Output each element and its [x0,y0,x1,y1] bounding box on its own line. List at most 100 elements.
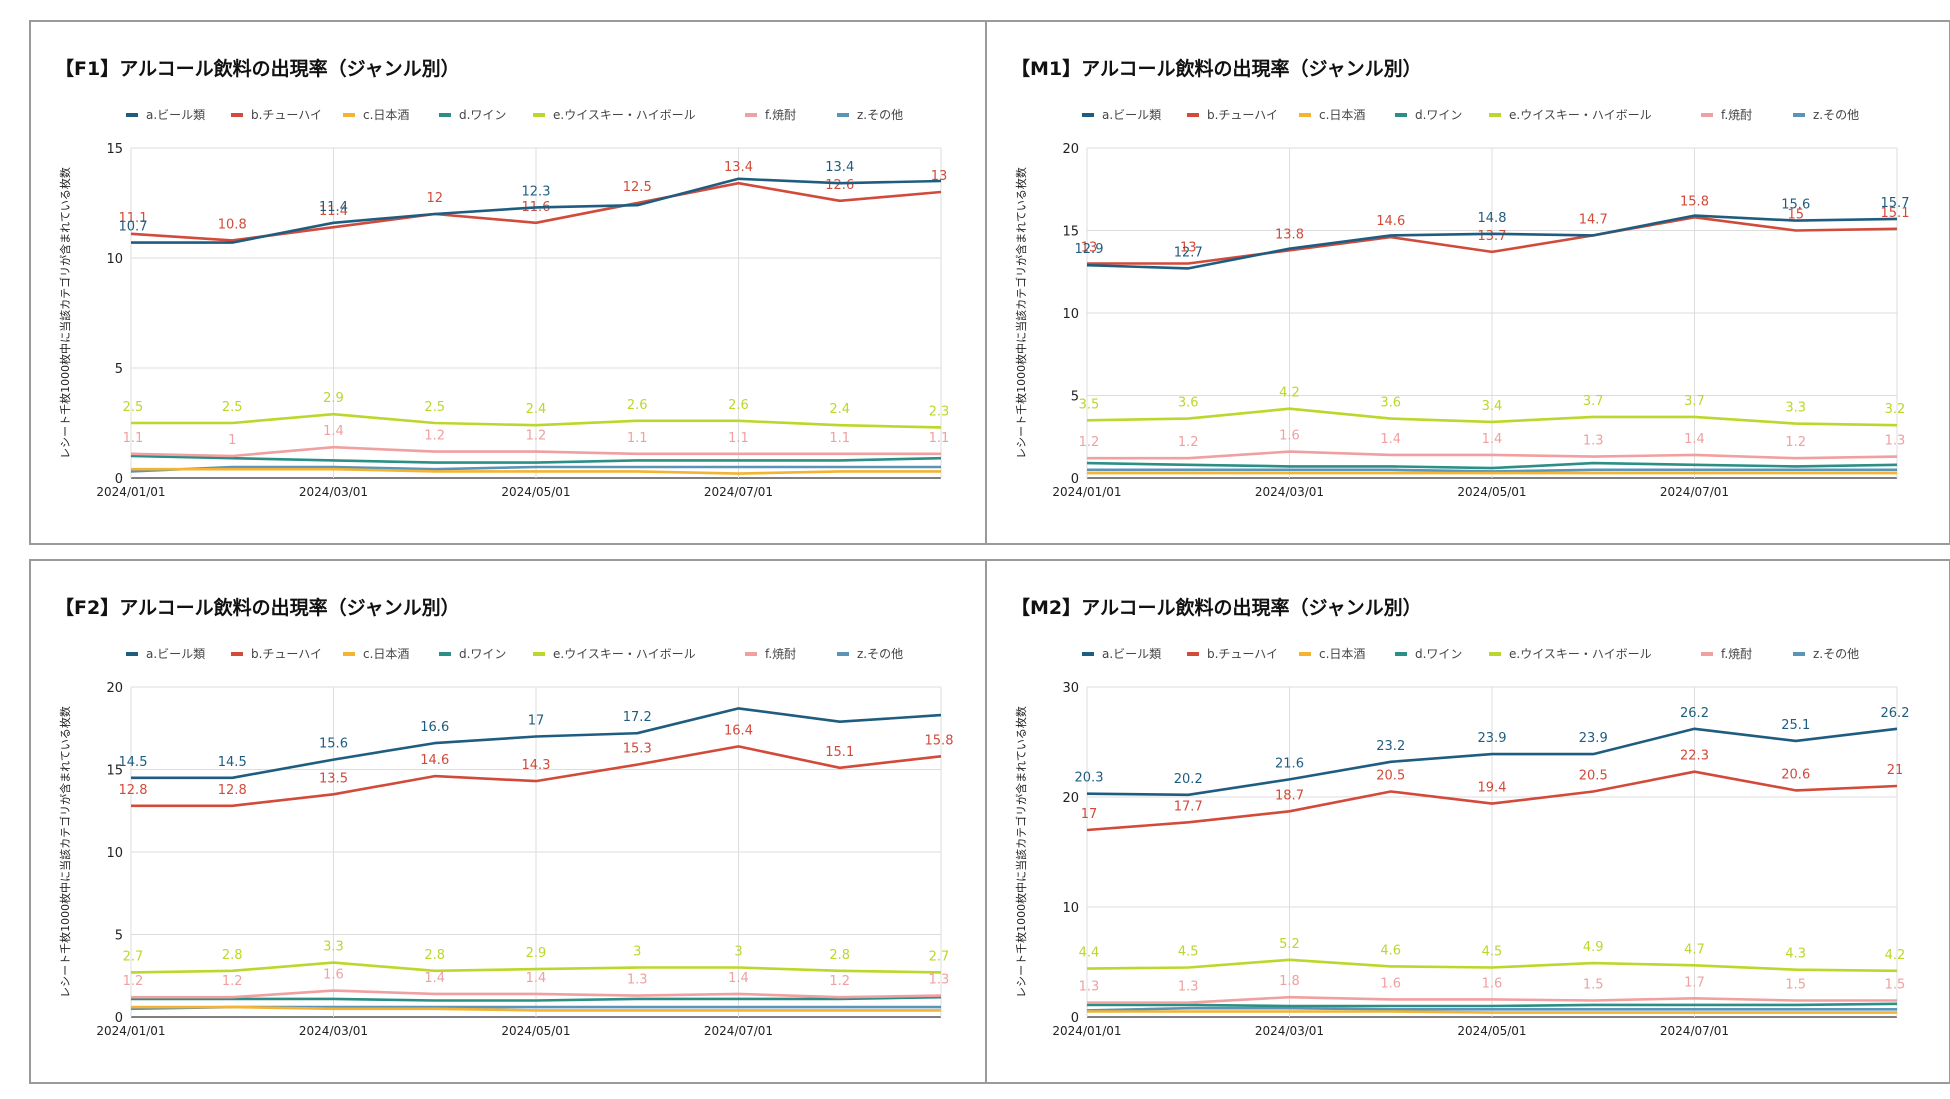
legend-label-shochu: f.焼酎 [765,107,796,122]
legend-label-wine: d.ワイン [459,108,506,122]
data-label-shochu: 1.6 [1482,976,1503,991]
data-label-chuhai: 21 [1887,763,1904,778]
data-label-beer: 14.8 [1478,211,1507,226]
x-tick-label: 2024/07/01 [704,1024,773,1038]
y-tick-label: 10 [1062,307,1079,322]
data-label-shochu: 1.2 [1785,435,1806,450]
y-tick-label: 10 [106,846,123,861]
data-label-shochu: 1.6 [1380,976,1401,991]
data-label-beer: 23.9 [1478,731,1507,746]
legend-item-chuhai: b.チューハイ [231,108,322,122]
data-label-beer: 11.4 [319,200,348,215]
data-label-chuhai: 15.8 [1680,194,1709,209]
data-label-shochu: 1.5 [1885,978,1906,993]
series-line-other [1087,468,1897,473]
legend-label-beer: a.ビール類 [1102,108,1161,122]
y-axis-label: レシート千枚1000枚中に当該カテゴリが含まれている枚数 [58,706,72,998]
data-label-whisky: 4.3 [1785,947,1806,962]
data-label-chuhai: 19.4 [1478,781,1507,796]
legend-label-wine: d.ワイン [1415,647,1462,661]
x-tick-label: 2024/03/01 [1255,485,1324,499]
legend-label-chuhai: b.チューハイ [1207,108,1278,122]
legend-label-sake: c.日本酒 [1319,647,1365,661]
series-line-beer [131,177,942,244]
y-tick-label: 0 [1071,472,1079,487]
legend-item-chuhai: b.チューハイ [231,647,322,661]
legend-item-whisky: e.ウイスキー・ハイボール [533,647,696,661]
y-axis-label: レシート千枚1000枚中に当該カテゴリが含まれている枚数 [1014,167,1028,459]
data-label-chuhai: 13.4 [724,160,753,175]
y-tick-label: 0 [1071,1011,1079,1026]
series-line-wine [130,454,942,464]
data-label-beer: 17 [528,714,545,729]
series-line-shochu [130,445,941,458]
data-label-chuhai: 11.4 [319,204,348,219]
data-label-beer: 20.3 [1075,771,1104,786]
data-label-whisky: 3.3 [323,940,344,955]
data-label-chuhai: 14.3 [522,758,551,773]
data-label-whisky: 4.6 [1380,943,1401,958]
data-label-beer: 14.5 [119,755,148,770]
legend-item-shochu: f.焼酎 [1701,107,1752,122]
data-label-beer: 15.6 [319,737,348,752]
data-label-whisky: 3.5 [1079,397,1100,412]
data-label-whisky: 3.6 [1178,396,1199,411]
legend-item-beer: a.ビール類 [126,647,205,661]
legend-item-wine: d.ワイン [1395,108,1462,122]
legend-item-whisky: e.ウイスキー・ハイボール [533,108,696,122]
legend-label-other: z.その他 [857,647,903,661]
legend-item-chuhai: b.チューハイ [1187,108,1278,122]
data-label-chuhai: 12.8 [218,783,247,798]
data-label-whisky: 3 [734,945,742,960]
legend-item-wine: d.ワイン [439,647,506,661]
legend-label-shochu: f.焼酎 [765,646,796,661]
data-label-whisky: 3.6 [1380,396,1401,411]
chart-panel-m2: 【M2】アルコール飲料の出現率（ジャンル別） a.ビール類 b.チューハイ c.日本酒… [985,559,1950,1084]
series-line-beer [1086,214,1898,270]
data-label-shochu: 1.3 [1079,980,1100,995]
series-line-other [1086,1006,1897,1012]
data-label-chuhai: 13.5 [319,771,348,786]
chart-svg-f1: 【F1】アルコール飲料の出現率（ジャンル別） a.ビール類 b.チューハイ c.日本酒… [55,57,949,499]
data-label-whisky: 2.5 [222,400,243,415]
chart-panel-f1: 【F1】アルコール飲料の出現率（ジャンル別） a.ビール類 b.チューハイ c.日本酒… [29,20,995,545]
legend-label-shochu: f.焼酎 [1721,107,1752,122]
data-label-whisky: 4.4 [1079,946,1100,961]
legend-label-wine: d.ワイン [1415,108,1462,122]
series-line-sake [131,1005,941,1012]
y-axis-label: レシート千枚1000枚中に当該カテゴリが含まれている枚数 [58,167,72,459]
data-label-chuhai: 15.8 [925,733,954,748]
data-label-whisky: 5.2 [1279,937,1300,952]
chart-svg-m2: 【M2】アルコール飲料の出現率（ジャンル別） a.ビール類 b.チューハイ c.日本酒… [1011,596,1909,1038]
data-label-chuhai: 13.7 [1478,229,1507,244]
data-label-whisky: 4.5 [1482,945,1503,960]
legend-item-sake: c.日本酒 [343,108,409,122]
x-tick-label: 2024/03/01 [1255,1024,1324,1038]
x-tick-label: 2024/01/01 [1052,485,1121,499]
data-label-shochu: 1.2 [829,974,850,989]
data-label-whisky: 2.4 [526,402,547,417]
x-tick-label: 2024/05/01 [501,485,570,499]
series-line-other [130,465,941,473]
legend-item-wine: d.ワイン [1395,647,1462,661]
data-label-shochu: 1.5 [1785,978,1806,993]
data-label-shochu: 1.2 [222,974,243,989]
legend-label-whisky: e.ウイスキー・ハイボール [553,108,696,122]
data-label-shochu: 1.3 [929,973,950,988]
series-line-beer [1086,727,1898,797]
y-tick-label: 5 [1071,390,1079,405]
data-label-whisky: 4.7 [1684,942,1705,957]
data-label-shochu: 1.3 [1885,434,1906,449]
data-label-whisky: 2.4 [829,402,850,417]
data-label-shochu: 1.2 [1178,435,1199,450]
data-label-chuhai: 20.5 [1579,769,1608,784]
series-line-shochu [131,989,942,999]
data-label-shochu: 1.2 [526,429,547,444]
data-label-beer: 23.9 [1579,731,1608,746]
y-tick-label: 10 [1062,901,1079,916]
legend-item-whisky: e.ウイスキー・ハイボール [1489,108,1652,122]
data-label-whisky: 2.9 [323,391,344,406]
legend-item-shochu: f.焼酎 [1701,646,1752,661]
y-tick-label: 20 [1062,142,1079,157]
legend-item-shochu: f.焼酎 [745,646,796,661]
